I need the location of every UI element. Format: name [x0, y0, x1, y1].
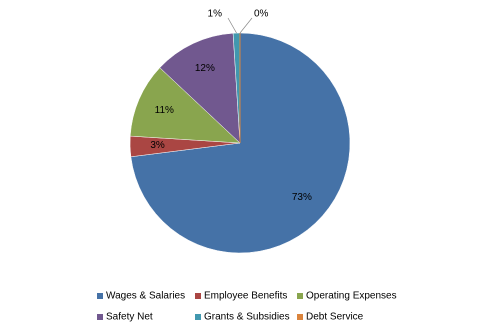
- data-label: 1%: [208, 9, 223, 20]
- legend-label: Safety Net: [106, 312, 153, 323]
- legend-label: Wages & Salaries: [106, 291, 185, 302]
- legend-swatch: [297, 293, 303, 299]
- data-label: 11%: [155, 105, 174, 116]
- pie-slice: [129, 67, 241, 144]
- legend-swatch: [195, 314, 201, 320]
- legend-swatch: [297, 314, 303, 320]
- legend-swatch: [97, 293, 103, 299]
- legend-label: Grants & Subsidies: [204, 312, 290, 323]
- legend-swatch: [97, 314, 103, 320]
- pie-slice: [159, 32, 241, 144]
- legend-label: Employee Benefits: [204, 291, 287, 302]
- leader-line: [239, 17, 253, 34]
- leader-line: [227, 17, 237, 34]
- data-label: 73%: [292, 192, 312, 203]
- data-label: 3%: [150, 140, 165, 151]
- data-label: 0%: [254, 9, 269, 20]
- legend-label: Debt Service: [306, 312, 364, 323]
- legend-swatch: [195, 293, 201, 299]
- legend-label: Operating Expenses: [306, 291, 397, 302]
- data-label: 12%: [195, 63, 215, 74]
